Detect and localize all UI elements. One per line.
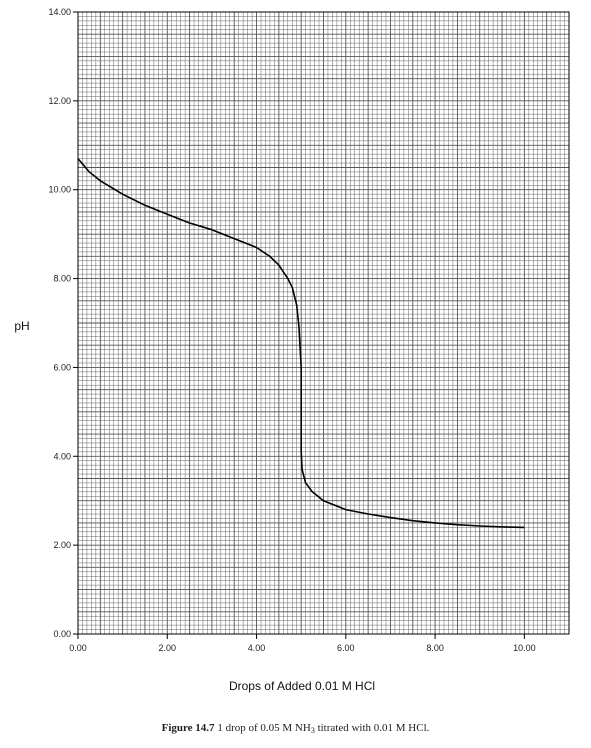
y-axis-label: pH: [14, 319, 29, 333]
titration-curve: [77, 158, 525, 529]
caption-text-pre: 1 drop of 0.05 M NH: [217, 722, 311, 734]
y-tick-label: 4.00: [53, 451, 71, 461]
chart-tick-labels: 0.00 2.00 4.00 6.00 8.00 10.00 0.00 2.00 4.00 6.0…: [48, 7, 535, 653]
y-tick-label: 10.00: [48, 185, 71, 195]
y-tick-label: 8.00: [53, 274, 71, 284]
caption-subscript: 3: [310, 726, 315, 735]
x-tick-label: 0.00: [69, 643, 87, 653]
y-tick-label: 6.00: [53, 362, 71, 372]
x-tick-label: 10.00: [513, 643, 536, 653]
y-tick-label: 14.00: [48, 7, 71, 17]
x-axis-label: Drops of Added 0.01 M HCl: [229, 679, 375, 693]
y-tick-label: 2.00: [53, 540, 71, 550]
x-tick-label: 2.00: [159, 643, 177, 653]
plot-frame: [77, 11, 570, 635]
x-tick-label: 4.00: [248, 643, 266, 653]
figure-caption: Figure 14.7 1 drop of 0.05 M NH3 titrate…: [0, 722, 591, 735]
chart-axes: [73, 11, 570, 639]
chart-series: [77, 158, 525, 529]
y-tick-label: 12.00: [48, 96, 71, 106]
caption-label: Figure 14.7: [161, 722, 215, 734]
x-tick-label: 6.00: [337, 643, 355, 653]
y-tick-label: 0.00: [53, 629, 71, 639]
x-tick-label: 8.00: [426, 643, 444, 653]
caption-text-post: titrated with 0.01 M HCl.: [314, 722, 430, 734]
chart-grid: [77, 11, 570, 635]
